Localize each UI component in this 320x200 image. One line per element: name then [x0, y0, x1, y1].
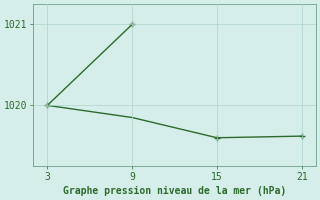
X-axis label: Graphe pression niveau de la mer (hPa): Graphe pression niveau de la mer (hPa): [63, 186, 286, 196]
